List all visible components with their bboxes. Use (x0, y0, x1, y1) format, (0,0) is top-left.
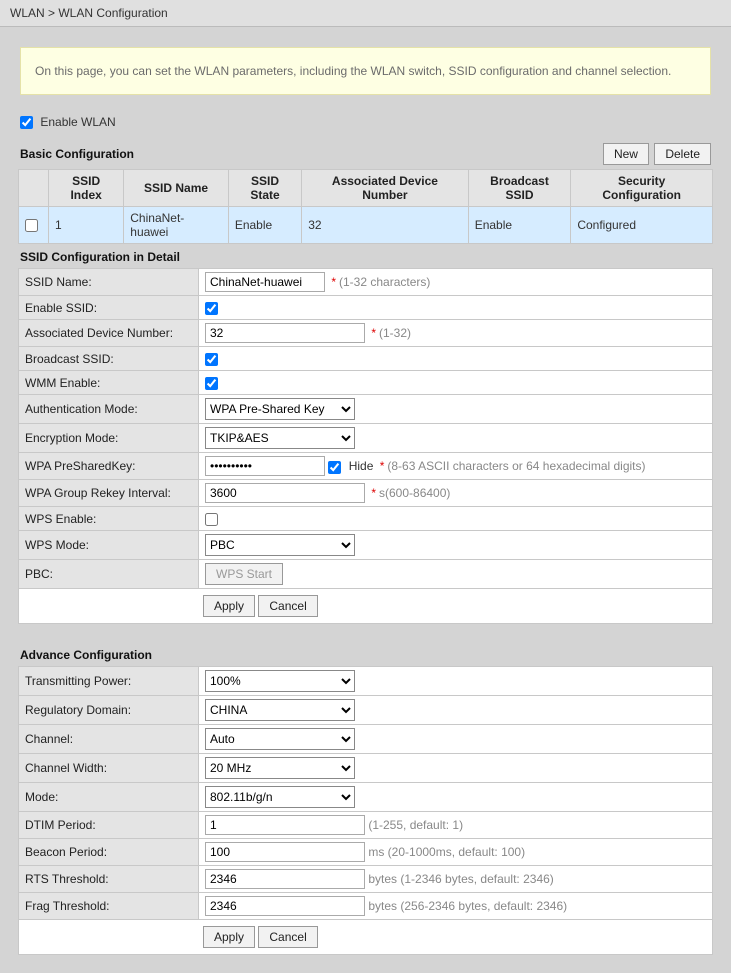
enable-wlan-checkbox[interactable] (20, 116, 33, 129)
basic-config-title: Basic Configuration (20, 147, 134, 161)
label-reg-domain: Regulatory Domain: (19, 696, 199, 725)
new-button[interactable]: New (603, 143, 649, 165)
broadcast-checkbox[interactable] (205, 353, 218, 366)
hint-rts: bytes (1-2346 bytes, default: 2346) (368, 872, 553, 886)
label-auth-mode: Authentication Mode: (19, 395, 199, 424)
mode-select[interactable]: 802.11b/g/n (205, 786, 355, 808)
label-wpa-psk: WPA PreSharedKey: (19, 453, 199, 480)
advance-cancel-button[interactable]: Cancel (258, 926, 317, 948)
wpa-rekey-input[interactable] (205, 483, 365, 503)
th-ssid-name: SSID Name (124, 170, 229, 207)
label-mode: Mode: (19, 783, 199, 812)
beacon-input[interactable] (205, 842, 365, 862)
th-assoc-dev: Associated Device Number (302, 170, 469, 207)
label-enc-mode: Encryption Mode: (19, 424, 199, 453)
detail-form: SSID Name: *(1-32 characters) Enable SSI… (18, 268, 713, 589)
cell-ssid-state: Enable (228, 207, 301, 244)
detail-cancel-button[interactable]: Cancel (258, 595, 317, 617)
label-wps-mode: WPS Mode: (19, 531, 199, 560)
table-row[interactable]: 1 ChinaNet-huawei Enable 32 Enable Confi… (19, 207, 713, 244)
wps-mode-select[interactable]: PBC (205, 534, 355, 556)
label-enable-ssid: Enable SSID: (19, 296, 199, 320)
wps-enable-checkbox[interactable] (205, 513, 218, 526)
assoc-dev-input[interactable] (205, 323, 365, 343)
info-banner: On this page, you can set the WLAN param… (20, 47, 711, 95)
auth-mode-select[interactable]: WPA Pre-Shared Key (205, 398, 355, 420)
hide-label: Hide (349, 459, 374, 473)
ssid-name-input[interactable] (205, 272, 325, 292)
wpa-psk-input[interactable] (205, 456, 325, 476)
delete-button[interactable]: Delete (654, 143, 711, 165)
label-dtim: DTIM Period: (19, 812, 199, 839)
hide-checkbox[interactable] (328, 461, 341, 474)
enable-ssid-checkbox[interactable] (205, 302, 218, 315)
hint-psk: (8-63 ASCII characters or 64 hexadecimal… (387, 459, 645, 473)
ch-width-select[interactable]: 20 MHz (205, 757, 355, 779)
label-wmm: WMM Enable: (19, 371, 199, 395)
hint-assoc-dev: (1-32) (379, 326, 411, 340)
cell-ssid-index: 1 (49, 207, 124, 244)
wmm-checkbox[interactable] (205, 377, 218, 390)
label-pbc: PBC: (19, 560, 199, 589)
advance-form: Transmitting Power: 100% Regulatory Doma… (18, 666, 713, 920)
label-wps-enable: WPS Enable: (19, 507, 199, 531)
label-beacon: Beacon Period: (19, 839, 199, 866)
hint-beacon: ms (20-1000ms, default: 100) (368, 845, 525, 859)
hint-ssid-name: (1-32 characters) (339, 275, 430, 289)
label-ch-width: Channel Width: (19, 754, 199, 783)
th-ssid-state: SSID State (228, 170, 301, 207)
label-frag: Frag Threshold: (19, 893, 199, 920)
label-wpa-rekey: WPA Group Rekey Interval: (19, 480, 199, 507)
cell-broadcast: Enable (468, 207, 571, 244)
label-assoc-dev: Associated Device Number: (19, 320, 199, 347)
enc-mode-select[interactable]: TKIP&AES (205, 427, 355, 449)
reg-domain-select[interactable]: CHINA (205, 699, 355, 721)
hint-dtim: (1-255, default: 1) (368, 818, 463, 832)
detail-title: SSID Configuration in Detail (18, 244, 713, 268)
th-security: Security Configuration (571, 170, 713, 207)
hint-rekey: s(600-86400) (379, 486, 450, 500)
th-ssid-index: SSID Index (49, 170, 124, 207)
label-ssid-name: SSID Name: (19, 269, 199, 296)
ssid-table: SSID Index SSID Name SSID State Associat… (18, 169, 713, 244)
label-channel: Channel: (19, 725, 199, 754)
label-tx-power: Transmitting Power: (19, 667, 199, 696)
cell-ssid-name: ChinaNet-huawei (124, 207, 229, 244)
tx-power-select[interactable]: 100% (205, 670, 355, 692)
row-checkbox[interactable] (25, 219, 38, 232)
enable-wlan-label: Enable WLAN (40, 115, 115, 129)
hint-frag: bytes (256-2346 bytes, default: 2346) (368, 899, 567, 913)
wps-start-button[interactable]: WPS Start (205, 563, 283, 585)
rts-input[interactable] (205, 869, 365, 889)
detail-apply-button[interactable]: Apply (203, 595, 255, 617)
dtim-input[interactable] (205, 815, 365, 835)
cell-assoc-dev: 32 (302, 207, 469, 244)
cell-security: Configured (571, 207, 713, 244)
advance-title: Advance Configuration (18, 642, 713, 666)
label-broadcast: Broadcast SSID: (19, 347, 199, 371)
breadcrumb: WLAN > WLAN Configuration (0, 0, 731, 27)
label-rts: RTS Threshold: (19, 866, 199, 893)
channel-select[interactable]: Auto (205, 728, 355, 750)
advance-apply-button[interactable]: Apply (203, 926, 255, 948)
frag-input[interactable] (205, 896, 365, 916)
th-broadcast: Broadcast SSID (468, 170, 571, 207)
